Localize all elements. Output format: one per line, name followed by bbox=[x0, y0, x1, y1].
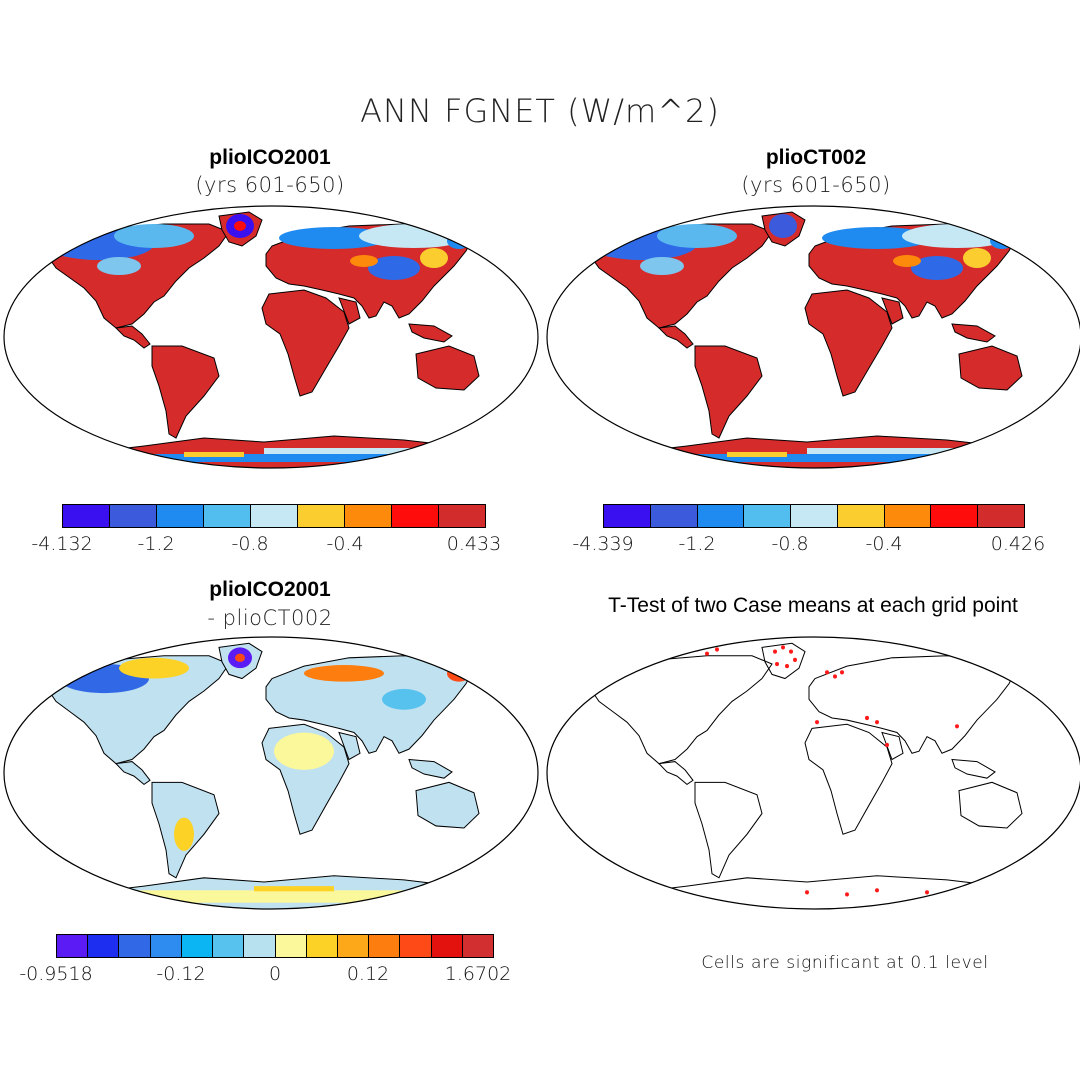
cb-label: -0.12 bbox=[156, 963, 206, 985]
colorbar-bottom-left bbox=[56, 934, 494, 958]
cb-label: -0.9518 bbox=[19, 963, 93, 985]
colorbar-cell bbox=[204, 505, 251, 527]
colorbar-cell bbox=[88, 935, 120, 957]
cb-label: -0.4 bbox=[865, 533, 903, 555]
cb-label: -4.132 bbox=[31, 533, 93, 555]
colorbar-top-left bbox=[62, 504, 486, 528]
land-outline bbox=[547, 642, 1080, 909]
cb-label: -1.2 bbox=[137, 533, 175, 555]
cb-label: -0.8 bbox=[771, 533, 809, 555]
colorbar-cell bbox=[791, 505, 838, 527]
figure-title: ANN FGNET (W/m^2) bbox=[360, 92, 720, 130]
map-bottom-right bbox=[546, 636, 1080, 910]
colorbar-cell bbox=[400, 935, 432, 957]
panel-bottom-right-title: T-Test of two Case means at each grid po… bbox=[608, 594, 1018, 617]
colorbar-cell bbox=[697, 505, 745, 527]
panel-bottom-left-title: plioICO2001 bbox=[209, 578, 331, 601]
panel-top-right-subtitle: (yrs 601-650) bbox=[741, 173, 891, 197]
colorbar-cell bbox=[650, 505, 698, 527]
cold-patches bbox=[44, 214, 538, 462]
colorbar-cell bbox=[63, 505, 110, 527]
cb-label: 0.426 bbox=[990, 533, 1046, 555]
cb-label: 0.433 bbox=[446, 533, 502, 555]
colorbar-cell bbox=[306, 935, 338, 957]
cb-label: 0 bbox=[268, 963, 282, 985]
panel-top-right-title: plioCT002 bbox=[765, 146, 867, 169]
colorbar-cell bbox=[57, 935, 89, 957]
panel-top-left-title: plioICO2001 bbox=[209, 146, 331, 169]
map-outline bbox=[546, 636, 1080, 910]
colorbar-cell bbox=[345, 505, 392, 527]
colorbar-cell bbox=[744, 505, 792, 527]
colorbar-cell bbox=[298, 505, 345, 527]
colorbar-cell bbox=[337, 935, 370, 957]
significance-note: Cells are significant at 0.1 level bbox=[701, 953, 989, 973]
colorbar-cell bbox=[251, 505, 298, 527]
anomaly-patches bbox=[59, 647, 538, 903]
significance-dots bbox=[685, 645, 1013, 905]
colorbar-cell bbox=[213, 935, 245, 957]
cold-patches bbox=[587, 214, 1080, 462]
colorbar-cell bbox=[110, 505, 157, 527]
colorbar-top-right bbox=[603, 504, 1025, 528]
cb-label: 1.6702 bbox=[444, 963, 512, 985]
cb-label: -1.2 bbox=[678, 533, 716, 555]
colorbar-cell bbox=[604, 505, 651, 527]
panel-bottom-left-subtitle: - plioCT002 bbox=[207, 606, 333, 630]
colorbar-cell bbox=[244, 935, 276, 957]
map-outline bbox=[3, 636, 539, 910]
panel-top-left-subtitle: (yrs 601-650) bbox=[195, 173, 345, 197]
map-top-right bbox=[546, 205, 1080, 469]
cb-label: -0.8 bbox=[231, 533, 269, 555]
colorbar-cell bbox=[978, 505, 1025, 527]
colorbar-cell bbox=[431, 935, 463, 957]
colorbar-cell bbox=[931, 505, 979, 527]
cb-label: -4.339 bbox=[572, 533, 634, 555]
map-bottom-left bbox=[3, 636, 539, 910]
colorbar-cell bbox=[392, 505, 439, 527]
colorbar-cell bbox=[119, 935, 151, 957]
colorbar-cell bbox=[439, 505, 485, 527]
colorbar-cell bbox=[157, 505, 204, 527]
cb-label: -0.4 bbox=[326, 533, 364, 555]
map-outline bbox=[546, 205, 1080, 469]
map-outline bbox=[3, 205, 539, 469]
map-top-left bbox=[3, 205, 539, 469]
colorbar-cell bbox=[462, 935, 494, 957]
colorbar-cell bbox=[884, 505, 932, 527]
colorbar-cell bbox=[181, 935, 214, 957]
colorbar-cell bbox=[150, 935, 182, 957]
cb-label: 0.12 bbox=[346, 963, 390, 985]
colorbar-cell bbox=[275, 935, 307, 957]
colorbar-cell bbox=[837, 505, 885, 527]
colorbar-cell bbox=[369, 935, 401, 957]
